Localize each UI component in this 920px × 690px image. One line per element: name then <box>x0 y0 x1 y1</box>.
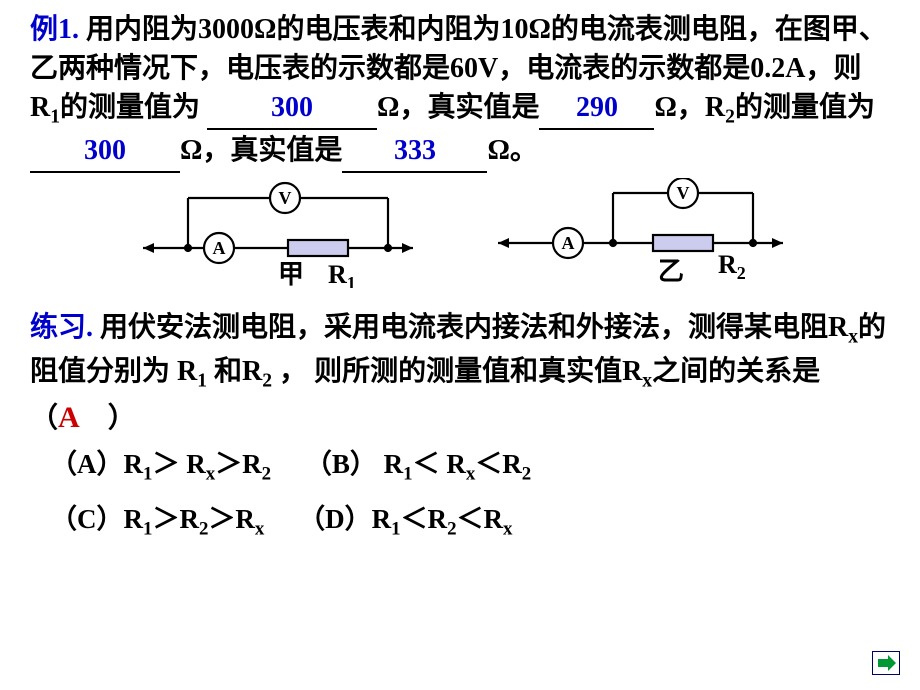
r2-sub: 2 <box>736 263 745 283</box>
next-arrow-icon[interactable] <box>872 651 900 675</box>
blank-2: 290 <box>539 88 654 129</box>
practice-label: 练习. <box>30 312 93 343</box>
r2-label: R <box>718 250 737 279</box>
jia-label: 甲 <box>278 260 304 288</box>
voltmeter-label: V <box>278 188 291 208</box>
circuit-jia: V A 甲 R1 <box>128 178 423 288</box>
voltmeter-label-2: V <box>676 183 689 203</box>
ammeter-label-2: A <box>561 233 574 253</box>
example-text-6: Ω，真实值是 <box>180 135 342 166</box>
option-c: （C）R1＞R2＞Rx <box>50 504 264 534</box>
example-problem: 例1. 用内阻为3000Ω的电压表和内阻为10Ω的电流表测电阻，在图甲、乙两种情… <box>30 10 890 173</box>
answer-options: （A）R1＞ Rx＞R2 （B） R1＜ Rx＜R2 （C）R1＞R2＞Rx （… <box>50 439 890 548</box>
example-text-7: Ω。 <box>487 135 537 166</box>
r1-sub: 1 <box>346 273 355 288</box>
option-a: （A）R1＞ Rx＞R2 <box>50 449 271 479</box>
option-row-2: （C）R1＞R2＞Rx （D）R1＜R2＜Rx <box>50 494 890 547</box>
r1-label: R <box>328 260 347 288</box>
svg-text:R2: R2 <box>718 250 746 283</box>
sub-r1: 1 <box>50 107 60 128</box>
circuit-yi: V A 乙 R2 <box>483 178 793 288</box>
option-row-1: （A）R1＞ Rx＞R2 （B） R1＜ Rx＜R2 <box>50 439 890 492</box>
sub-x1: x <box>848 326 858 347</box>
option-d: （D）R1＜R2＜Rx <box>298 504 512 534</box>
ammeter-label: A <box>212 238 225 258</box>
yi-label: 乙 <box>658 257 684 286</box>
sub-x2: x <box>642 370 652 391</box>
example-text-4: Ω，R <box>654 92 725 123</box>
blank-4: 333 <box>342 131 487 172</box>
practice-text-6: ） <box>80 403 136 434</box>
practice-problem: 练习. 用伏安法测电阻，采用电流表内接法和外接法，测得某电阻Rx的阻值分别为 R… <box>30 308 890 440</box>
option-b: （B） R1＜ Rx＜R2 <box>305 449 531 479</box>
blank-1: 300 <box>207 88 377 129</box>
svg-text:R1: R1 <box>328 260 356 288</box>
sub-p1: 1 <box>197 370 207 391</box>
answer-letter: A <box>58 401 80 434</box>
practice-text-3: 和R <box>207 356 262 387</box>
circuit-diagrams: V A 甲 R1 <box>30 178 890 288</box>
sub-r2: 2 <box>725 107 735 128</box>
example-text-3: Ω，真实值是 <box>377 92 539 123</box>
sub-p2: 2 <box>262 370 272 391</box>
example-label: 例1. <box>30 14 79 45</box>
practice-text-4: ， 则所测的测量值和真实值R <box>272 356 642 387</box>
practice-text-1: 用伏安法测电阻，采用电流表内接法和外接法，测得某电阻R <box>93 312 848 343</box>
blank-3: 300 <box>30 131 180 172</box>
example-text-5: 的测量值为 <box>735 92 875 123</box>
example-text-2: 的测量值为 <box>60 92 200 123</box>
